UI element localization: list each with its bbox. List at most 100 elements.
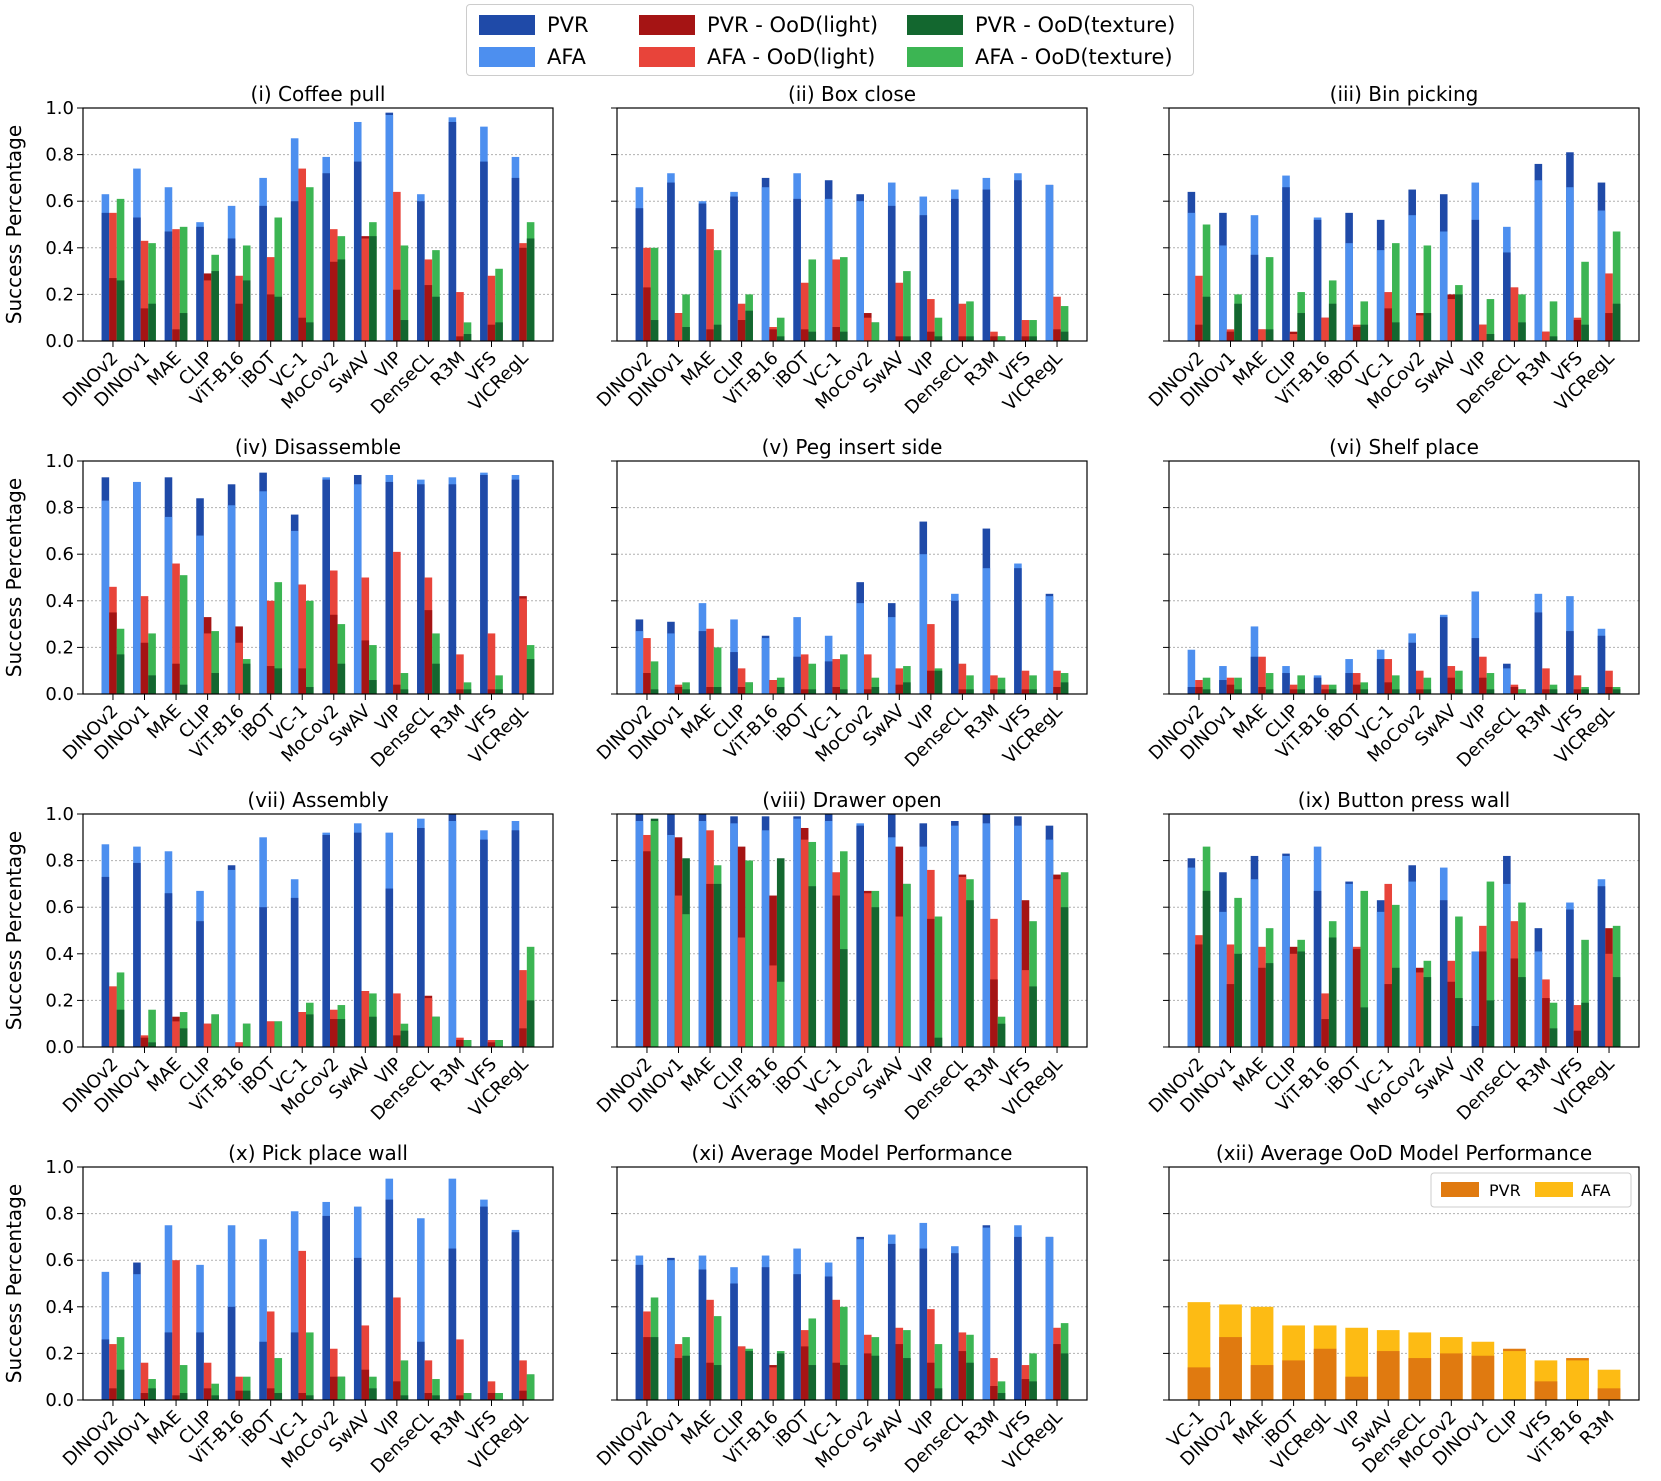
bar-densecl-texture-pvr: [432, 663, 440, 694]
bar-dinov1-base-afa: [667, 633, 675, 694]
y-tick-label: 0.4: [45, 591, 74, 612]
bar-dinov2-light-pvr: [109, 1388, 117, 1400]
bar-dinov1-texture-pvr: [148, 1388, 156, 1400]
bar-swav-base-afa: [887, 837, 896, 1047]
bar-vit-b16-base-pvr: [227, 1306, 236, 1400]
bar-ibot-texture-pvr: [808, 1365, 817, 1400]
bar-swav-light-pvr: [895, 1344, 904, 1400]
bar-mae-light-afa: [172, 1260, 180, 1400]
bar-r3m-texture-pvr: [463, 689, 472, 694]
x-tick-label: MAE: [143, 348, 186, 391]
chart-panel-4: (iv) Disassemble 0.0 0.2 0.4 0.6 0.8 1.0 Succes…: [2, 435, 554, 772]
bar-vicregl-base-pvr: [511, 177, 520, 341]
bar-vc-1-pvr: [1187, 1367, 1211, 1400]
bar-swav-base-pvr: [1439, 900, 1448, 1047]
bar-vicregl-light-afa: [1605, 273, 1613, 341]
bar-vicregl-texture-pvr: [1060, 682, 1069, 694]
bar-densecl-texture-afa: [1518, 294, 1526, 341]
bar-swav-light-pvr: [895, 684, 904, 694]
bar-swav-base-pvr: [353, 832, 362, 1047]
chart-panel-7: (vii) Assembly 0.0 0.2 0.4 0.6 0.8 1.0 Success …: [2, 788, 554, 1125]
bar-clip-texture-pvr: [745, 310, 753, 341]
bar-densecl-base-pvr: [951, 600, 959, 694]
bar-vc-1-texture-pvr: [306, 687, 314, 694]
bar-vip-base-afa: [919, 846, 928, 1047]
bar-vip-light-pvr: [393, 1381, 401, 1400]
bar-ibot-light-afa: [800, 654, 809, 694]
bar-mae-base-afa: [164, 516, 173, 694]
bar-dinov1-light-pvr: [140, 1393, 149, 1400]
bar-ibot-base-pvr: [793, 656, 801, 694]
plot-frame: [82, 460, 554, 695]
legend-swatch-afa: [479, 47, 535, 67]
plot-frame: [82, 813, 554, 1048]
x-tick-label: R3M: [961, 1054, 1004, 1097]
bar-densecl-base-pvr: [417, 827, 425, 1047]
bar-vit-b16-texture-pvr: [1328, 689, 1337, 694]
bar-vit-b16-light-pvr: [1321, 1019, 1329, 1047]
y-tick-label: 0.4: [45, 944, 74, 965]
bar-densecl-texture-pvr: [966, 689, 974, 694]
bar-clip-texture-pvr: [1297, 313, 1305, 341]
bar-r3m-base-pvr: [448, 121, 457, 341]
bar-clip-light-afa: [203, 1362, 212, 1400]
bar-clip-light-afa: [737, 668, 746, 694]
bar-r3m-texture-afa: [463, 322, 472, 341]
bar-dinov1-texture-afa: [148, 1009, 156, 1047]
bar-ibot-light-afa: [1352, 673, 1361, 694]
x-tick-label: DenseCL: [367, 1054, 438, 1125]
bar-vit-b16-light-afa: [769, 965, 777, 1047]
bar-vc-1-base-afa: [290, 1211, 299, 1400]
bar-dinov1-texture-pvr: [1234, 303, 1242, 341]
bar-swav-light-pvr: [895, 336, 904, 341]
bar-ibot-light-pvr: [1352, 327, 1361, 341]
bar-mocov2-light-afa: [1415, 972, 1424, 1047]
bar-vicregl-light-pvr: [519, 1028, 527, 1047]
bar-dinov1-light-pvr: [674, 687, 683, 694]
y-tick-label: 0.0: [45, 684, 74, 705]
bar-mae-base-pvr: [698, 203, 707, 341]
bar-mocov2-base-afa: [1408, 881, 1416, 1047]
bar-mocov2-texture-pvr: [1423, 689, 1432, 694]
bar-mae-base-pvr: [164, 1332, 173, 1400]
bar-clip-light-afa: [737, 1346, 746, 1400]
bar-dinov2-light-pvr: [643, 673, 651, 694]
bar-clip-texture-pvr: [1297, 689, 1305, 694]
bar-densecl-base-pvr: [417, 201, 425, 341]
bar-densecl-light-pvr: [424, 285, 433, 341]
legend-swatch-pvr-ood-texture: [907, 15, 963, 35]
bar-vip-texture-pvr: [400, 320, 409, 341]
bar-vit-b16-light-pvr: [769, 329, 777, 341]
bar-vfs-light-pvr: [1573, 689, 1582, 694]
bar-mae-base-pvr: [1250, 656, 1259, 694]
bar-mae-texture-afa: [713, 1316, 722, 1400]
bar-densecl-texture-afa: [432, 1016, 440, 1047]
bar-vip-texture-pvr: [934, 1037, 943, 1047]
bar-mae-light-afa: [1258, 656, 1266, 694]
bar-r3m-texture-pvr: [1549, 689, 1558, 694]
bar-vit-b16-base-afa: [227, 869, 236, 1047]
bar-r3m-base-pvr: [448, 484, 457, 694]
bar-vc-1-texture-pvr: [1392, 322, 1400, 341]
bar-vip-light-afa: [393, 1297, 401, 1400]
bar-mocov2-light-afa: [863, 317, 872, 341]
legend-swatch-pvr-ood-light: [639, 15, 695, 35]
bar-clip-base-pvr: [730, 1283, 738, 1400]
bar-swav-texture-pvr: [369, 1388, 377, 1400]
x-tick-label: MAE: [143, 701, 186, 744]
bar-swav-base-pvr: [353, 161, 362, 341]
bar-vit-b16-base-pvr: [1313, 890, 1322, 1047]
bar-densecl-base-afa: [1503, 883, 1511, 1047]
bar-swav-pvr: [1376, 1351, 1400, 1400]
bar-ibot-base-pvr: [1345, 673, 1353, 694]
bar-ibot-texture-afa: [274, 1358, 283, 1400]
bar-vicregl-base-afa: [1045, 184, 1054, 341]
bar-vc-1-light-afa: [832, 659, 841, 694]
bar-dinov2-base-pvr: [101, 876, 110, 1047]
bar-clip-base-pvr: [196, 1332, 204, 1400]
bar-mae-light-pvr: [706, 687, 714, 694]
bar-densecl-texture-afa: [432, 250, 440, 341]
bar-ibot-base-afa: [259, 491, 267, 694]
bar-mocov2-texture-pvr: [1423, 313, 1432, 341]
bar-vicregl-light-afa: [1053, 296, 1061, 341]
